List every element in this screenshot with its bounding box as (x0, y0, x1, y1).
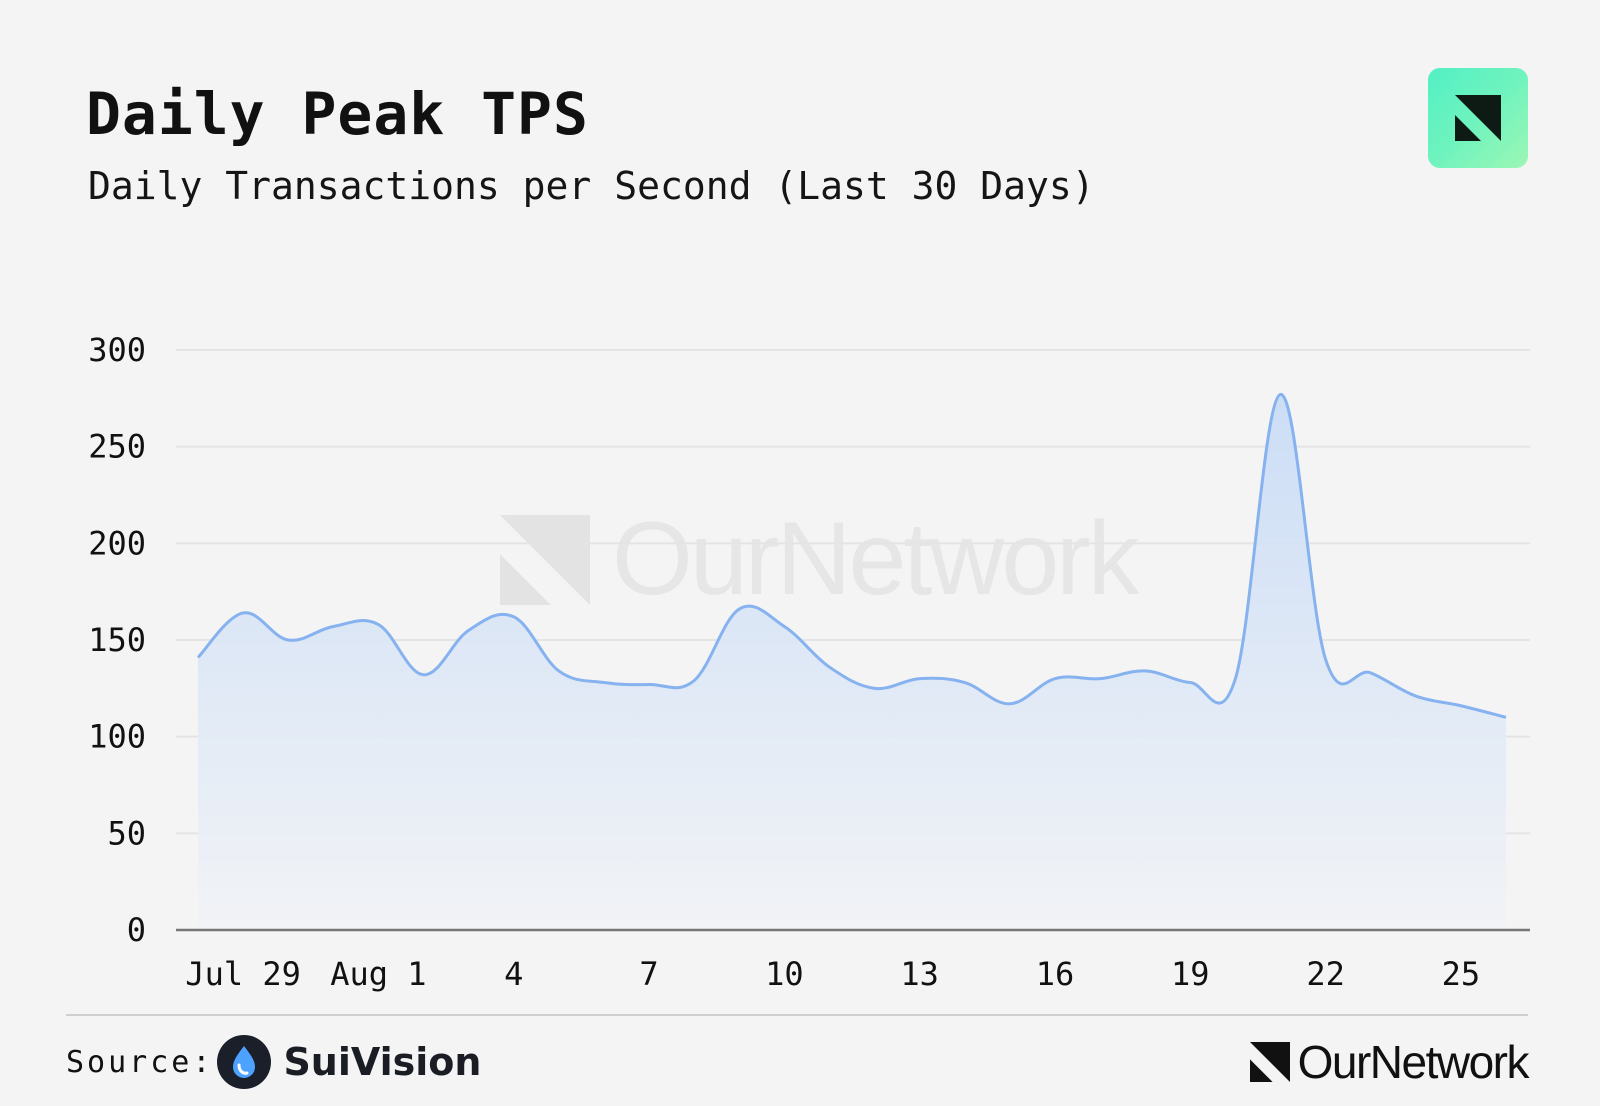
y-tick-label-0: 0 (127, 911, 146, 949)
watermark-text: OurNetwork (612, 501, 1140, 617)
data-area (196, 392, 1507, 930)
brand-name: OurNetwork (1297, 1036, 1530, 1088)
x-tick-label-13: 13 (900, 955, 939, 993)
chart-subtitle: Daily Transactions per Second (Last 30 D… (88, 164, 1095, 208)
y-tick-labels: 0 50 100 150 200 250 300 (88, 331, 146, 949)
x-tick-label-7: 7 (639, 955, 658, 993)
tps-area-chart: 0 50 100 150 200 250 300 Jul 29 Aug 1 4 7 10 13 16 19… (88, 331, 1530, 993)
x-tick-label-10: 10 (765, 955, 804, 993)
source-name: SuiVision (283, 1040, 482, 1084)
y-tick-label-150: 150 (88, 621, 146, 659)
series-line (196, 392, 1507, 719)
x-tick-label-4: 4 (504, 955, 523, 993)
chart-title: Daily Peak TPS (86, 80, 589, 148)
ournetwork-logo-icon (1249, 1042, 1290, 1082)
x-tick-labels: Jul 29 Aug 1 4 7 10 13 16 19 22 25 (185, 955, 1480, 993)
watermark: OurNetwork (500, 500, 1140, 619)
suivision-drop-icon (217, 1035, 272, 1089)
x-tick-label-16: 16 (1036, 955, 1075, 993)
y-tick-label-200: 200 (88, 524, 146, 562)
y-tick-label-50: 50 (107, 814, 146, 852)
x-tick-label-19: 19 (1171, 955, 1210, 993)
source-label: Source: (66, 1044, 214, 1080)
ournetwork-logo-icon (1455, 95, 1501, 141)
series-area-fill (198, 394, 1506, 930)
y-tick-label-100: 100 (88, 718, 146, 756)
brand-footer: OurNetwork (1249, 1034, 1530, 1090)
source-attribution: Source: SuiVision (66, 1034, 481, 1090)
x-tick-label-22: 22 (1306, 955, 1345, 993)
y-tick-label-250: 250 (88, 428, 146, 466)
watermark-logo-icon (500, 514, 590, 605)
footer-divider (66, 1014, 1528, 1016)
y-tick-label-300: 300 (88, 331, 146, 369)
x-tick-label-aug-1: Aug 1 (330, 955, 426, 993)
x-tick-label-jul-29: Jul 29 (185, 955, 301, 993)
x-tick-label-25: 25 (1442, 955, 1481, 993)
ournetwork-logo-badge (1428, 68, 1528, 168)
